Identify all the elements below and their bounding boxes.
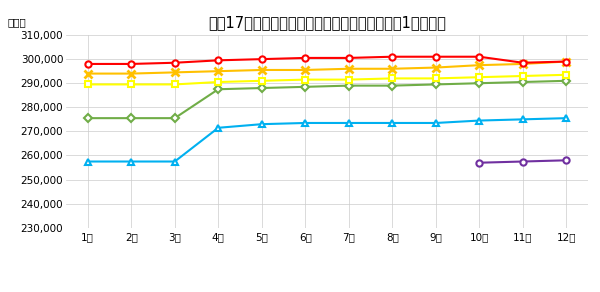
平成18年	[563, 117, 570, 120]
平成18年	[389, 121, 396, 125]
平成18年	[84, 160, 91, 163]
平成22年	[519, 61, 526, 65]
平成19年	[258, 86, 265, 90]
平成22年	[84, 62, 91, 66]
平成21年	[84, 72, 91, 75]
平成21年	[432, 66, 439, 69]
平成20年	[171, 83, 178, 86]
平成19年	[84, 117, 91, 120]
平成19年	[302, 85, 309, 88]
平成17年	[563, 159, 570, 162]
平成21年	[563, 60, 570, 63]
平成21年	[302, 68, 309, 72]
平成19年	[345, 84, 352, 87]
平成18年	[215, 126, 222, 130]
平成18年	[258, 122, 265, 126]
平成19年	[389, 84, 396, 87]
平成19年	[476, 81, 483, 85]
平成18年	[171, 160, 178, 163]
平成20年	[84, 83, 91, 86]
平成20年	[476, 75, 483, 79]
平成17年	[519, 160, 526, 163]
平成20年	[128, 83, 135, 86]
平成20年	[432, 77, 439, 80]
平成22年	[171, 61, 178, 65]
平成18年	[432, 121, 439, 125]
平成22年	[302, 56, 309, 60]
平成22年	[258, 57, 265, 61]
平成19年	[215, 88, 222, 91]
平成20年	[302, 78, 309, 81]
平成22年	[345, 56, 352, 60]
平成19年	[563, 79, 570, 83]
平成18年	[519, 118, 526, 121]
平成21年	[215, 69, 222, 73]
平成17年	[476, 161, 483, 164]
平成20年	[345, 78, 352, 81]
平成18年	[128, 160, 135, 163]
Line: 平成22年: 平成22年	[85, 54, 569, 67]
平成20年	[563, 73, 570, 77]
Line: 平成21年: 平成21年	[84, 58, 570, 77]
Line: 平成20年: 平成20年	[85, 72, 569, 87]
平成21年	[258, 68, 265, 72]
平成19年	[432, 83, 439, 86]
平成18年	[345, 121, 352, 125]
平成21年	[476, 63, 483, 67]
Title: 平成17年国勢調査に基づく世帯数の推移（各月1日現在）: 平成17年国勢調査に基づく世帯数の推移（各月1日現在）	[208, 15, 446, 30]
平成22年	[563, 60, 570, 63]
平成20年	[215, 80, 222, 84]
Line: 平成18年: 平成18年	[84, 115, 570, 165]
平成22年	[432, 55, 439, 58]
平成19年	[519, 80, 526, 84]
平成20年	[258, 79, 265, 83]
平成22年	[389, 55, 396, 58]
平成20年	[389, 77, 396, 80]
平成22年	[476, 55, 483, 58]
Y-axis label: ［人］: ［人］	[7, 17, 26, 27]
平成18年	[302, 121, 309, 125]
平成21年	[519, 62, 526, 66]
平成22年	[215, 59, 222, 62]
平成21年	[389, 67, 396, 71]
平成22年	[128, 62, 135, 66]
平成18年	[476, 119, 483, 122]
平成21年	[345, 67, 352, 71]
平成21年	[171, 71, 178, 74]
Line: 平成17年: 平成17年	[476, 157, 569, 166]
平成19年	[128, 117, 135, 120]
平成20年	[519, 74, 526, 78]
平成19年	[171, 117, 178, 120]
平成21年	[128, 72, 135, 75]
Line: 平成19年: 平成19年	[85, 78, 569, 121]
